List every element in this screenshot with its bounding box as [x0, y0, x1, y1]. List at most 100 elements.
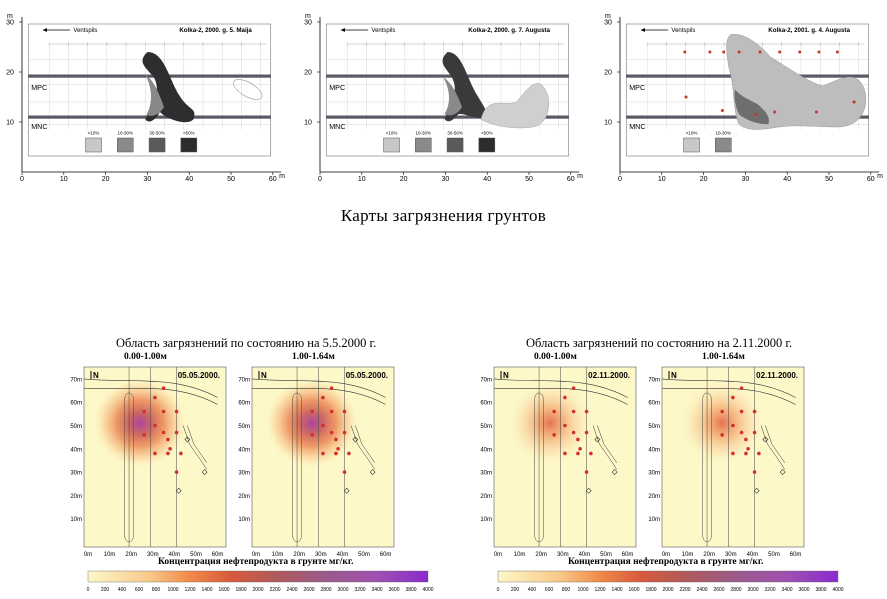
colorbar: 0 200 400 600 800 1000 1200 1400 1600 1800 2000 220…: [497, 570, 844, 593]
heatmap-panel: 70m 60m 50m 40m 30m 20m 10m 0m 10m 20m 30m 40m 50m 60…: [480, 366, 637, 558]
contamination-heat-area: [92, 377, 188, 469]
row-label-mnc: MNC: [629, 122, 645, 131]
sample-point: [161, 386, 166, 391]
y-tick-label: 40m: [70, 447, 82, 453]
row-label-mnc: MNC: [329, 122, 345, 131]
sample-point: [174, 470, 179, 474]
colorbar-tick-label: 1400: [611, 587, 622, 593]
sample-point: [752, 470, 757, 474]
arrow-label: Ventspils: [73, 28, 97, 34]
sample-point: [584, 430, 589, 435]
sample-point: [142, 433, 146, 437]
contamination-area-light: [480, 83, 550, 129]
sample-marker-icon: [594, 436, 601, 443]
sample-marker-icon: [343, 487, 350, 494]
north-arrow-icon: N: [261, 371, 267, 380]
x-tick-label: 30m: [147, 552, 159, 558]
legend-swatch: [148, 137, 166, 153]
x-tick-label: 60m: [622, 552, 634, 558]
row-label-mnc: MNC: [31, 122, 47, 131]
trench-outline: [702, 392, 712, 543]
colorbar-tick-label: 1800: [645, 587, 656, 593]
sample-marker-icon: [585, 487, 592, 494]
y-tick-label: 20m: [70, 494, 82, 500]
contamination-heat-area: [506, 379, 594, 467]
x-tick-label: 40m: [169, 552, 181, 558]
x-tick-label: 50: [825, 176, 833, 183]
sample-point: [336, 447, 340, 451]
sample-marker-icon: [175, 487, 182, 494]
sample-marker-icon: [762, 436, 769, 443]
y-tick-label: 50m: [238, 424, 250, 430]
y-tick-label: 60m: [480, 401, 492, 407]
direction-arrow-icon: [640, 28, 645, 32]
sample-point: [321, 451, 325, 456]
x-tick-label: 40: [483, 176, 491, 183]
pipeline-band-upper: [326, 74, 569, 78]
sample-point: [746, 447, 750, 451]
y-tick-label: 20m: [480, 494, 492, 500]
y-axis-unit: m: [605, 13, 611, 20]
x-tick-label: 50m: [190, 552, 202, 558]
legend-swatch: [85, 137, 102, 153]
colorbar-tick-label: 1600: [628, 587, 639, 593]
colorbar-label: Концентрация нефтепродукта в грунте мг/к…: [568, 557, 764, 567]
colorbar-tick-label: 2000: [252, 587, 263, 593]
colorbar-tick-label: 3000: [337, 587, 348, 593]
contamination-area: [734, 89, 769, 125]
colorbar-tick-label: 400: [528, 587, 537, 593]
colorbar-tick-label: 2600: [713, 587, 724, 593]
colorbar-tick-label: 3800: [405, 587, 416, 593]
sample-marker-icon: [184, 436, 191, 443]
legend-label: <10%: [88, 131, 100, 136]
x-tick-label: 10: [60, 176, 68, 183]
sample-point: [179, 451, 183, 456]
sample-point: [342, 470, 347, 474]
sample-point: [153, 423, 157, 428]
x-tick-label: 50m: [600, 552, 612, 558]
y-tick-label: 60m: [238, 401, 250, 407]
x-tick-label: 50: [227, 176, 235, 183]
colorbar-tick-label: 200: [511, 587, 520, 593]
heatmap-panel: 70m 60m 50m 40m 30m 20m 10m 0m 10m 20m 30m 40m 50m 60…: [648, 366, 805, 558]
sample-point: [552, 409, 556, 414]
x-tick-label: 20m: [293, 552, 305, 558]
sample-point: [329, 386, 334, 391]
y-tick-label: 50m: [480, 424, 492, 430]
legend-swatch: [446, 137, 464, 153]
sample-point: [758, 50, 762, 54]
colorbar-tick-label: 2600: [303, 587, 314, 593]
sample-marker-icon: [779, 469, 786, 476]
sample-point: [817, 50, 821, 54]
map-frame: [625, 23, 870, 157]
north-arrow-icon: N: [671, 371, 677, 380]
sample-point: [310, 433, 314, 437]
sample-point: [773, 110, 777, 114]
sample-point: [752, 430, 757, 435]
sample-point: [563, 395, 567, 400]
y-axis-unit: m: [7, 13, 13, 20]
y-tick-label: 40m: [480, 447, 492, 453]
y-tick-label: 30m: [648, 471, 660, 477]
colorbar-tick-label: 2200: [679, 587, 690, 593]
sample-point: [342, 409, 347, 414]
x-tick-label: 0: [618, 176, 622, 183]
x-tick-label: 0m: [84, 552, 92, 558]
colorbar-tick-label: 1800: [235, 587, 246, 593]
row-label-mpc: MPC: [329, 83, 345, 92]
sample-point: [153, 451, 157, 456]
sample-point: [720, 433, 724, 437]
y-tick-label: 20m: [648, 494, 660, 500]
x-tick-label: 30m: [315, 552, 327, 558]
colorbar-tick-label: 2000: [662, 587, 673, 593]
map-title: Kolka-2, 2000. g. 5. Maija: [179, 27, 252, 34]
contamination-heat-area: [678, 379, 766, 467]
legend-label: <10%: [686, 131, 698, 136]
x-tick-label: 10m: [272, 552, 284, 558]
x-tick-label: 0m: [252, 552, 260, 558]
sample-point: [683, 50, 687, 54]
sample-point: [342, 430, 347, 435]
legend-swatch: [715, 137, 732, 153]
colorbar-tick-label: 1600: [218, 587, 229, 593]
sample-point: [778, 50, 782, 54]
